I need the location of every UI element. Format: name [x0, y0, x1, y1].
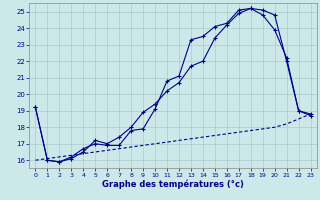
X-axis label: Graphe des températures (°c): Graphe des températures (°c) — [102, 179, 244, 189]
